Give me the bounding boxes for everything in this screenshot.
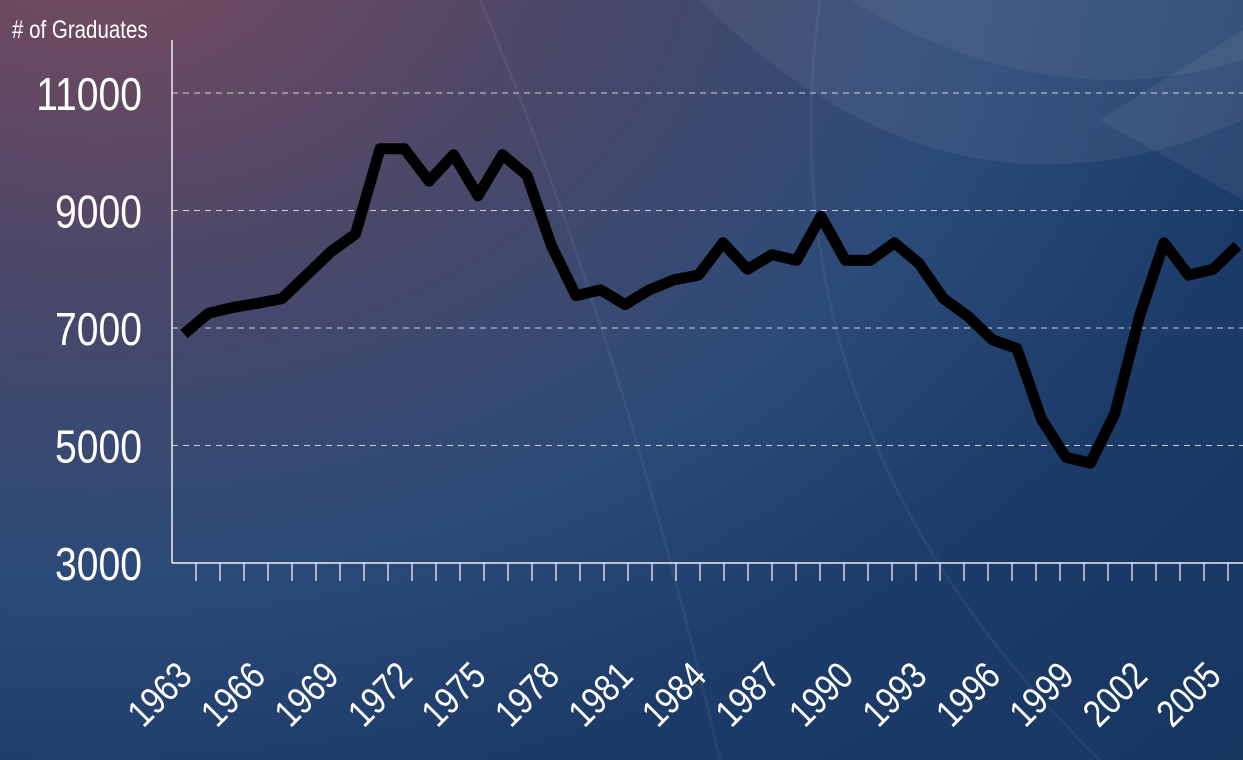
y-tick-label: 3000 [55,539,142,591]
series-line [180,143,1242,469]
y-tick-labels: 3000 5000 7000 9000 11000 [36,69,142,591]
y-axis-label: # of Graduates [12,15,148,43]
x-tick-label: 1993 [855,654,936,735]
x-tick-label: 1969 [267,654,348,735]
x-tick-label: 1999 [1002,654,1083,735]
x-tick-labels: 1963196619691972197519781981198419871990… [120,654,1230,735]
x-tick-label: 1987 [708,654,789,735]
x-tick-label: 1981 [561,654,642,735]
x-tick-label: 1978 [487,654,568,735]
y-tick-label: 7000 [55,304,142,356]
x-tick-label: 1975 [414,654,495,735]
x-tick-label: 1972 [340,654,421,735]
y-tick-label: 11000 [36,69,142,121]
x-tick-label: 1984 [634,654,715,735]
x-tick-label: 1966 [193,654,274,735]
y-tick-label: 9000 [55,187,142,239]
x-tick-label: 1996 [928,654,1009,735]
x-tick-label: 2005 [1149,654,1230,735]
x-tick-label: 2002 [1075,654,1156,735]
y-tick-label: 5000 [55,422,142,474]
x-tick-marks [195,563,1229,581]
x-tick-label: 1963 [120,654,201,735]
series-group [180,143,1242,469]
x-tick-label: 1990 [781,654,862,735]
